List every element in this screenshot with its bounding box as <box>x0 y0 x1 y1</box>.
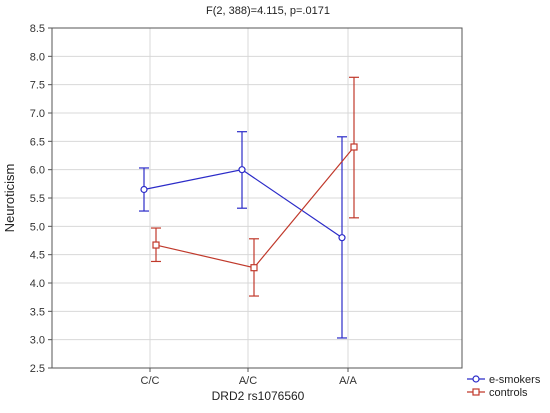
data-point <box>338 234 346 242</box>
legend-item: controls <box>467 387 528 399</box>
y-tick-label: 7.0 <box>30 108 45 120</box>
series-line <box>155 146 355 269</box>
legend-item: e-smokers <box>467 374 541 386</box>
y-tick-label: 5.0 <box>30 221 45 233</box>
data-point <box>250 264 258 272</box>
data-point <box>152 241 160 249</box>
series-line <box>143 169 343 239</box>
y-tick-label: 3.0 <box>30 335 45 347</box>
series-e-smokers <box>139 131 347 339</box>
y-tick-label: 8.5 <box>30 23 45 35</box>
y-tick-label: 5.5 <box>30 193 45 205</box>
data-point <box>350 143 358 151</box>
legend-label: e-smokers <box>489 374 541 386</box>
chart-title: F(2, 388)=4.115, p=.0171 <box>206 5 330 17</box>
legend-marker <box>472 388 480 396</box>
y-axis-title: Neuroticism <box>2 164 17 233</box>
legend-marker <box>472 375 480 383</box>
y-tick-label: 4.5 <box>30 250 45 262</box>
x-tick-label: A/A <box>339 375 357 387</box>
data-point <box>238 166 246 174</box>
y-tick-label: 6.0 <box>30 165 45 177</box>
x-axis-title: DRD2 rs1076560 <box>212 389 305 403</box>
gridlines <box>52 28 462 368</box>
y-axis-ticks: 2.5 3.0 3.5 4.0 4.5 5.0 5.5 6.0 6.5 7.0 7.5 8.0 8.5 <box>30 23 52 375</box>
x-tick-label: A/C <box>239 375 257 387</box>
data-point <box>140 185 148 194</box>
series-controls <box>151 76 359 297</box>
y-tick-label: 6.5 <box>30 136 45 148</box>
y-tick-label: 7.5 <box>30 80 45 92</box>
y-tick-label: 8.0 <box>30 51 45 63</box>
x-axis-ticks: C/C A/C A/A <box>141 368 358 387</box>
legend-label: controls <box>489 387 528 399</box>
x-tick-label: C/C <box>141 375 160 387</box>
y-tick-label: 4.0 <box>30 278 45 290</box>
y-tick-label: 3.5 <box>30 306 45 318</box>
series-layer <box>139 76 359 339</box>
y-tick-label: 2.5 <box>30 363 45 375</box>
